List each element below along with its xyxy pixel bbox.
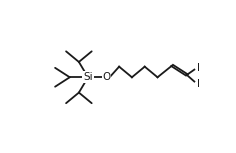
Text: O: O xyxy=(102,72,110,82)
Text: I: I xyxy=(197,79,200,89)
Text: Si: Si xyxy=(83,72,93,82)
Text: I: I xyxy=(197,63,200,73)
